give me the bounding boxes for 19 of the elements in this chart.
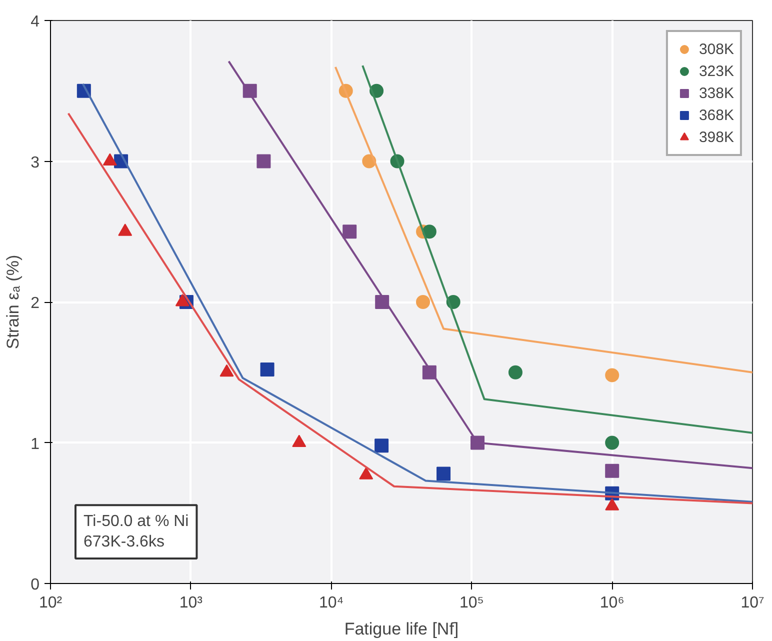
x-tick-label: 10⁴ — [318, 594, 344, 612]
x-axis-title: Fatigue life [Nf] — [344, 620, 459, 638]
legend-label: 323K — [698, 62, 734, 80]
legend-label: 368K — [698, 106, 734, 124]
x-tick-label: 10⁷ — [740, 594, 765, 612]
x-tick-label: 10³ — [179, 594, 204, 612]
legend-label: 308K — [698, 40, 734, 58]
x-tick-label: 10⁶ — [600, 594, 624, 612]
x-tick-label: 10⁵ — [459, 594, 484, 612]
y-tick-label: 4 — [30, 14, 40, 30]
legend-label: 398K — [698, 128, 734, 146]
y-tick-label: 2 — [30, 295, 40, 312]
annotation: Ti-50.0 at % Ni 673K-3.6ks — [84, 513, 189, 550]
y-tick-label: 1 — [30, 436, 40, 453]
y-axis-title: Strain εₐ (%) — [4, 254, 23, 350]
legend-label: 338K — [698, 84, 734, 102]
x-tick-label: 10² — [38, 594, 63, 612]
y-tick-label: 0 — [30, 576, 40, 594]
y-tick-label: 3 — [30, 154, 40, 172]
